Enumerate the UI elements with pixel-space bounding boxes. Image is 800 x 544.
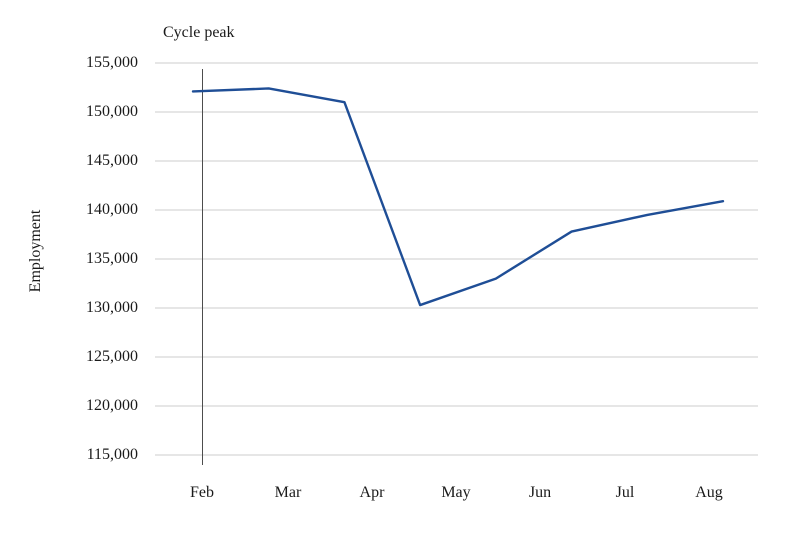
x-tick-label: Jul: [615, 484, 635, 501]
x-tick-label: Apr: [359, 484, 385, 501]
y-tick-label: 115,000: [86, 446, 138, 463]
x-tick-label: Mar: [274, 484, 302, 501]
y-tick-label: 135,000: [86, 250, 138, 267]
y-tick-label: 150,000: [86, 103, 138, 120]
employment-series-line: [191, 87, 725, 307]
y-tick-label: 130,000: [86, 299, 138, 316]
x-tick-label: Feb: [190, 484, 214, 501]
x-tick-label: May: [441, 484, 471, 501]
y-tick-label: 120,000: [86, 397, 138, 414]
y-tick-label: 155,000: [86, 54, 138, 71]
x-tick-label: Jun: [528, 484, 552, 501]
y-tick-label: 140,000: [86, 201, 138, 218]
y-tick-label: 145,000: [86, 152, 138, 169]
x-tick-label: Aug: [695, 484, 723, 501]
y-tick-label: 125,000: [86, 348, 138, 365]
cycle-peak-annotation-label: Cycle peak: [163, 24, 235, 41]
